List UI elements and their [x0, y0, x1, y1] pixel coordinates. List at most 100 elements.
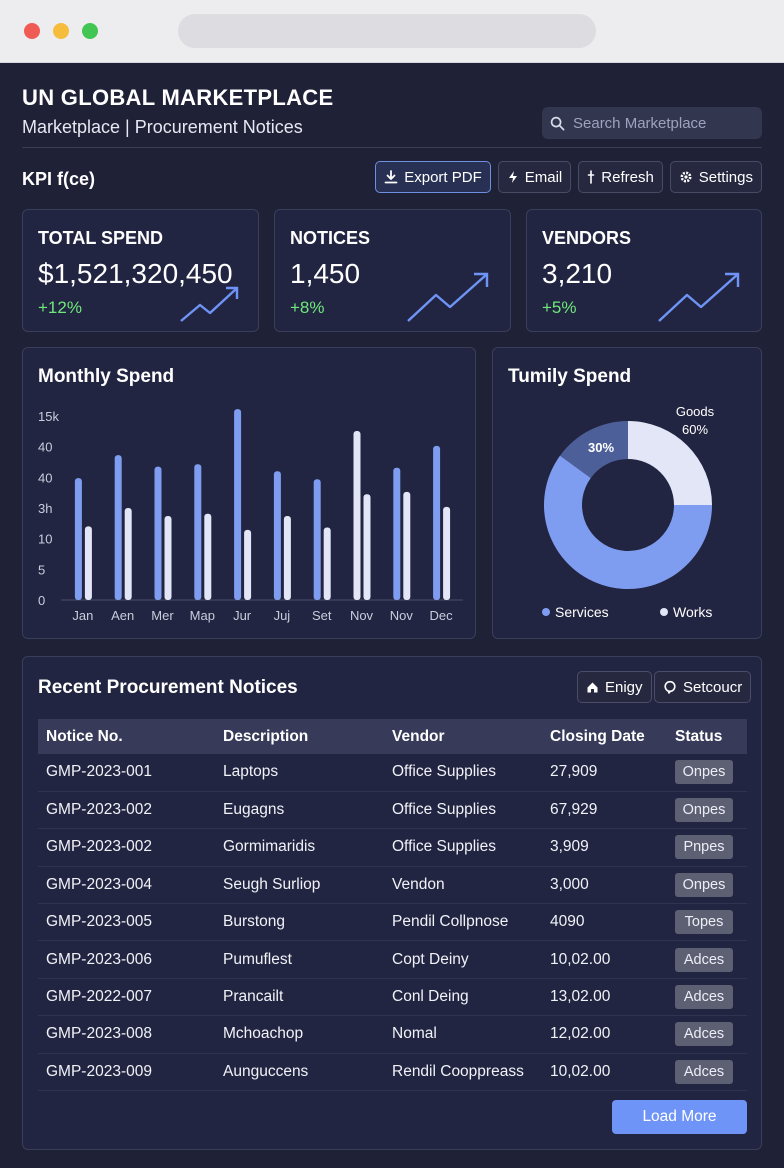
col-vendor[interactable]: Vendor: [392, 727, 445, 745]
table-row[interactable]: GMP-2023-005 Burstong Pendil Collpnose 4…: [38, 903, 747, 942]
y-tick-label: 0: [38, 593, 45, 608]
status-badge: Adces: [675, 985, 733, 1010]
search-box[interactable]: Search Marketplace: [542, 107, 762, 139]
x-tick-label: Dec: [430, 608, 454, 623]
x-tick-label: Nov: [390, 608, 414, 623]
settings-label: Settings: [698, 168, 753, 186]
bar-series-a: [353, 430, 361, 600]
bar-series-b: [443, 506, 451, 600]
cell-closing-date: 10,02.00: [542, 940, 667, 979]
enigy-button[interactable]: Enigy: [577, 671, 652, 703]
load-more-button[interactable]: Load More: [612, 1100, 747, 1134]
monthly-spend-panel: Monthly Spend 15k 40 40 3h 10 5 0 Jan Aen Mer Map J…: [22, 347, 476, 639]
bar-series-a: [273, 471, 281, 600]
donut-label-goods: Goods: [676, 404, 715, 419]
close-window-button[interactable]: [24, 23, 40, 39]
bar-series-a: [154, 466, 162, 600]
x-tick-label: Set: [312, 608, 332, 623]
cell-closing-date: 10,02.00: [542, 1053, 667, 1092]
kpi-section-label: KPI f(ce): [22, 169, 96, 189]
cell-vendor: Office Supplies: [384, 828, 542, 867]
x-tick-label: Nov: [350, 608, 374, 623]
cell-description: Burstong: [215, 903, 384, 942]
toolbar: Export PDF Email Refresh Settings: [375, 161, 762, 193]
table-row[interactable]: GMP-2023-006 Pumuflest Copt Deiny 10,02.…: [38, 940, 747, 979]
table-row[interactable]: GMP-2023-001 Laptops Office Supplies 27,…: [38, 754, 747, 792]
export-pdf-button[interactable]: Export PDF: [375, 161, 491, 193]
cell-description: Eugagns: [215, 791, 384, 830]
enigy-label: Enigy: [605, 678, 643, 696]
cell-notice-no: GMP-2023-002: [38, 791, 215, 830]
table-row[interactable]: GMP-2022-007 Prancailt Conl Deing 13,02.…: [38, 978, 747, 1017]
cell-vendor: Nomal: [384, 1015, 542, 1054]
refresh-button[interactable]: Refresh: [578, 161, 663, 193]
col-closing-date[interactable]: Closing Date: [550, 727, 645, 745]
gear-icon: [680, 171, 692, 183]
donut-slice-goods: [628, 421, 712, 505]
maximize-window-button[interactable]: [82, 23, 98, 39]
dashboard-page: UN GLOBAL MARKETPLACE Marketplace | Proc…: [0, 63, 784, 1168]
address-bar[interactable]: [178, 14, 596, 48]
col-status[interactable]: Status: [675, 727, 723, 745]
bar-series-a: [393, 467, 401, 600]
cell-closing-date: 13,02.00: [542, 978, 667, 1017]
spend-breakdown-donut: 30% Goods 60%: [544, 404, 715, 589]
procurement-notices-panel: Recent Procurement Notices Enigy Setcouc…: [22, 656, 762, 1150]
settings-button[interactable]: Settings: [669, 161, 762, 193]
kpi-card-vendors: VENDORS 3,210 +5%: [526, 209, 762, 332]
spend-breakdown-panel: Tumily Spend 30% Goods 60% Services Works: [492, 347, 762, 639]
y-tick-label: 40: [38, 440, 52, 455]
status-badge: Adces: [675, 1059, 733, 1084]
bar-series-b: [244, 529, 252, 600]
cell-notice-no: GMP-2023-005: [38, 903, 215, 942]
table-row[interactable]: GMP-2023-002 Gormimaridis Office Supplie…: [38, 828, 747, 867]
cell-notice-no: GMP-2023-001: [38, 754, 215, 792]
notices-title: Recent Procurement Notices: [38, 677, 298, 698]
col-notice-no[interactable]: Notice No.: [46, 727, 123, 745]
legend-services: Services: [542, 604, 609, 620]
x-tick-label: Jan: [72, 608, 93, 623]
y-tick-label: 10: [38, 532, 52, 547]
download-icon: [384, 170, 398, 184]
bar-series-b: [403, 491, 411, 600]
table-row[interactable]: GMP-2023-004 Seugh Surliop Vendon 3,000 …: [38, 866, 747, 905]
kpi-title: VENDORS: [542, 228, 632, 248]
legend-swatch-works: [660, 608, 668, 616]
trend-up-icon: [180, 286, 239, 322]
table-row[interactable]: GMP-2023-008 Mchoachop Nomal 12,02.00 Ad…: [38, 1015, 747, 1054]
x-tick-label: Aen: [111, 608, 134, 623]
refresh-label: Refresh: [601, 168, 654, 186]
cell-notice-no: GMP-2023-008: [38, 1015, 215, 1054]
donut-slice-services: [544, 455, 712, 589]
cell-description: Seugh Surliop: [215, 866, 384, 905]
setcoucr-button[interactable]: Setcoucr: [654, 671, 752, 703]
cell-notice-no: GMP-2023-002: [38, 828, 215, 867]
table-row[interactable]: GMP-2023-009 Aunguccens Rendil Cooppreas…: [38, 1053, 747, 1092]
refresh-icon: [587, 170, 595, 184]
search-input[interactable]: Search Marketplace: [573, 114, 707, 132]
y-tick-label: 40: [38, 470, 52, 485]
notices-table: Notice No. Description Vendor Closing Da…: [38, 719, 747, 1092]
header-divider: [22, 147, 762, 148]
legend-works: Works: [660, 604, 712, 620]
cell-vendor: Office Supplies: [384, 754, 542, 792]
bar-series-b: [323, 527, 331, 600]
donut-label-60: 60%: [682, 422, 708, 437]
setcoucr-label: Setcoucr: [683, 678, 743, 696]
email-button[interactable]: Email: [497, 161, 572, 193]
status-badge: Onpes: [675, 872, 733, 897]
cell-closing-date: 12,02.00: [542, 1015, 667, 1054]
monthly-spend-title: Monthly Spend: [38, 366, 175, 387]
breadcrumb: Marketplace | Procurement Notices: [22, 117, 303, 137]
app-title: UN GLOBAL MARKETPLACE: [22, 85, 334, 110]
kpi-card-total-spend: TOTAL SPEND $1,521,320,450 +12%: [22, 209, 259, 332]
spend-breakdown-title: Tumily Spend: [508, 366, 632, 387]
col-description[interactable]: Description: [223, 727, 309, 745]
bar-series-a: [433, 445, 441, 600]
cell-notice-no: GMP-2023-004: [38, 866, 215, 905]
bar-series-a: [114, 455, 122, 600]
table-row[interactable]: GMP-2023-002 Eugagns Office Supplies 67,…: [38, 791, 747, 830]
export-pdf-label: Export PDF: [404, 168, 482, 186]
bar-series-a: [234, 409, 242, 600]
minimize-window-button[interactable]: [53, 23, 69, 39]
